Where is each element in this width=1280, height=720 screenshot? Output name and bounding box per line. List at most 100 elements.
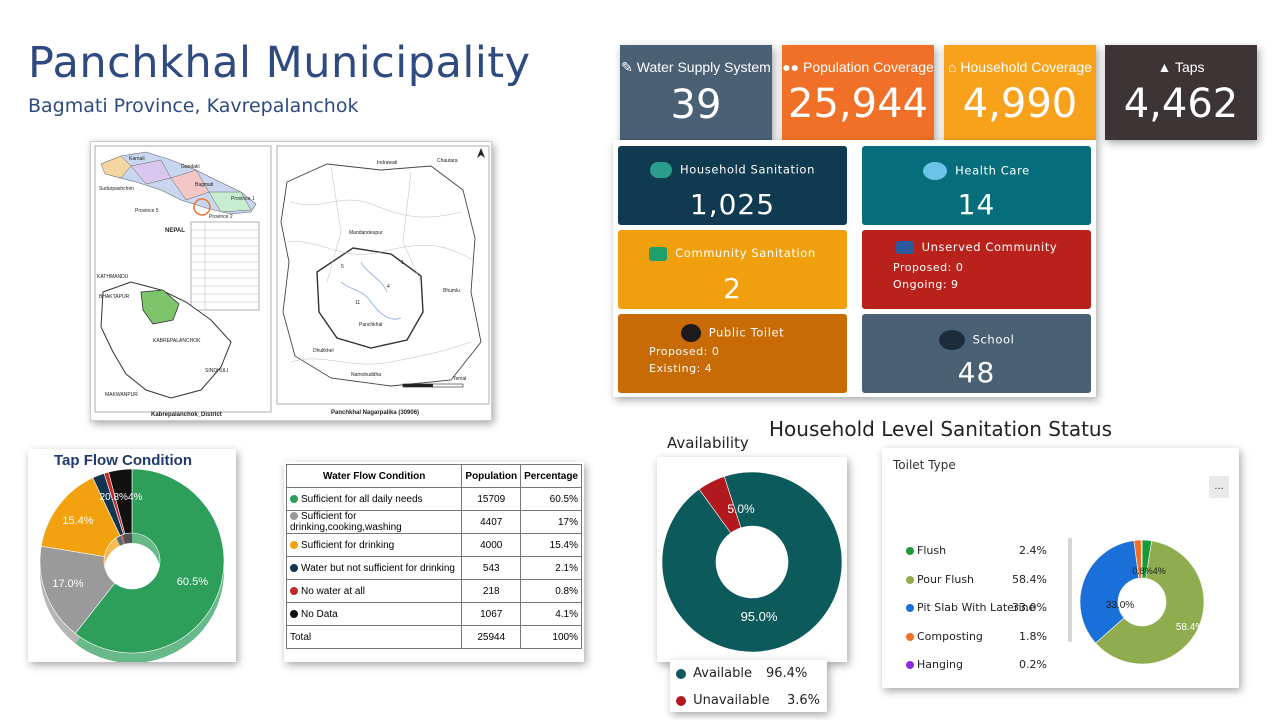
chart-slice[interactable] [108, 468, 133, 535]
svg-text:11: 11 [355, 300, 360, 306]
kpi-value: 4,990 [962, 81, 1078, 127]
legend-item[interactable]: Flush 2.4% [906, 544, 1056, 573]
legend-value: 1.8% [1019, 629, 1047, 643]
chart-slice[interactable] [74, 468, 225, 654]
svg-text:KABREPALANCHOK: KABREPALANCHOK [153, 338, 201, 344]
tile-proposed: Proposed: 0 [893, 261, 964, 274]
tile-household-sanitation[interactable]: Household Sanitation 1,025 [618, 146, 847, 225]
tile-proposed: Proposed: 0 [649, 345, 720, 358]
total-percentage-cell: 100% [520, 625, 582, 649]
table-row: No water at all 218 0.8% [285, 579, 582, 603]
water-flow-table: Water Flow Condition Population Percenta… [284, 462, 584, 662]
toilet-donut [1079, 539, 1205, 665]
tile-public-toilet[interactable]: Public Toilet Proposed: 0 Existing: 4 [618, 314, 847, 393]
data-label: 5.0% [727, 502, 755, 516]
kpi-label: Water Supply System [636, 59, 771, 75]
svg-text:Province 1: Province 1 [231, 196, 255, 202]
kpi-taps[interactable]: ▲ Taps 4,462 [1105, 45, 1257, 140]
tile-health-care[interactable]: Health Care 14 [862, 146, 1091, 225]
legend-value: 3.6% [787, 693, 821, 708]
legend-item[interactable]: Composting 1.8% [906, 630, 1056, 659]
legend-dot [290, 512, 298, 521]
table-row: Sufficient for drinking,cooking,washing … [285, 510, 582, 534]
legend-item[interactable]: Pit Slab With Laterine 33.0% [906, 601, 1056, 630]
tap-flow-chart: Tap Flow Condition 60.5% 17.0% 15.4% 20.… [28, 449, 236, 663]
legend-dot [906, 661, 914, 669]
legend-item[interactable]: Hanging 0.2% [906, 658, 1056, 687]
toilet-type-chart: Toilet Type ... Flush 2.4% Pour Flush 58.4… [882, 448, 1239, 688]
tile-value: 1,025 [689, 188, 776, 221]
legend-label: Unavailable [693, 693, 770, 708]
tile-label: Household Sanitation [680, 162, 815, 177]
table-row: No Data 1067 4.1% [285, 602, 582, 626]
percentage-cell: 4.1% [520, 602, 582, 626]
tile-value: 48 [957, 356, 996, 389]
condition-cell: Water but not sufficient for drinking [301, 562, 455, 574]
restroom-icon [680, 324, 701, 342]
tile-label: Health Care [955, 163, 1030, 178]
svg-text:Chautara: Chautara [437, 158, 458, 164]
legend-item[interactable]: Available 96.4% [676, 666, 807, 681]
percentage-cell: 17% [520, 510, 582, 534]
map-graphic: Karnali Gandaki Sudurpashchim Bagmati Provi… [94, 145, 490, 418]
chart-slice[interactable] [1079, 540, 1140, 644]
chart-slice[interactable] [661, 471, 843, 653]
chart-slice[interactable] [1140, 539, 1143, 579]
legend-item[interactable]: Pour Flush 58.4% [906, 573, 1056, 602]
tile-school[interactable]: School 48 [862, 314, 1091, 393]
tile-value: 14 [957, 188, 996, 221]
legend-dot [676, 695, 686, 706]
population-cell: 15709 [461, 487, 522, 511]
chart-slice[interactable] [39, 545, 116, 634]
chart-slice[interactable] [698, 476, 742, 534]
kpi-population-coverage[interactable]: ●● Population Coverage 25,944 [782, 45, 934, 140]
svg-text:Temal: Temal [453, 376, 466, 382]
users-icon: ●● [782, 59, 800, 75]
legend-value: 2.4% [1019, 544, 1047, 557]
tile-label: Unserved Community [921, 240, 1058, 254]
tap-icon: ▲ [1157, 59, 1172, 75]
tile-community-sanitation[interactable]: Community Sanitation 2 [618, 230, 847, 309]
availability-legend: Available 96.4% Unavailable 3.6% [670, 660, 827, 712]
svg-text:Bagmati: Bagmati [195, 182, 213, 188]
legend-label: Composting [917, 629, 983, 643]
condition-cell: No Data [301, 608, 338, 620]
page-subtitle: Bagmati Province, Kavrepalanchok [28, 95, 359, 117]
chart-slice[interactable] [1095, 540, 1205, 665]
legend-label: Available [693, 666, 752, 681]
tap-flow-donut [39, 468, 225, 663]
condition-cell: Sufficient for all daily needs [301, 493, 423, 505]
population-cell: 1067 [461, 602, 522, 626]
svg-text:Karnali: Karnali [129, 156, 145, 162]
map-right-caption: Panchkhal Nagarpalika (30906) [331, 410, 419, 416]
school-icon [938, 330, 965, 350]
data-label-overlap: 0.8%4% [1132, 566, 1166, 576]
edit-icon: ✎ [621, 59, 633, 75]
legend-scrollbar[interactable] [1068, 538, 1072, 642]
data-label: 15.4% [62, 515, 93, 527]
page-title: Panchkhal Municipality [28, 38, 531, 88]
legend-label: Pit Slab With Laterine [917, 601, 1036, 614]
legend-dot [290, 563, 298, 572]
tile-unserved-community[interactable]: Unserved Community Proposed: 0 Ongoing: … [862, 230, 1091, 309]
more-options-button[interactable]: ... [1209, 476, 1229, 498]
kpi-label: Population Coverage [803, 59, 934, 75]
kpi-water-supply[interactable]: ✎ Water Supply System 39 [620, 45, 772, 140]
legend-label: Pour Flush [917, 572, 975, 586]
svg-text:Province 2: Province 2 [209, 214, 233, 220]
legend-item[interactable]: Unavailable 3.6% [676, 693, 820, 708]
kpi-household-coverage[interactable]: ⌂ Household Coverage 4,990 [944, 45, 1096, 140]
population-cell: 218 [461, 579, 522, 603]
table-row: Water but not sufficient for drinking 54… [285, 556, 582, 580]
chart-slice[interactable] [40, 477, 121, 557]
availability-chart: 95.0% 5.0% [657, 457, 847, 662]
legend-value: 0.2% [1019, 658, 1047, 671]
percentage-cell: 2.1% [520, 556, 582, 580]
svg-text:BHAKTAPUR: BHAKTAPUR [99, 294, 130, 300]
toilet-type-title: Toilet Type [893, 458, 956, 472]
legend-dot [290, 609, 298, 618]
toilet-legend: Flush 2.4% Pour Flush 58.4% Pit Slab With … [906, 544, 1056, 687]
legend-value: 33.0% [1012, 601, 1047, 614]
kpi-label: Household Coverage [960, 59, 1092, 75]
tile-label: Community Sanitation [675, 246, 816, 260]
